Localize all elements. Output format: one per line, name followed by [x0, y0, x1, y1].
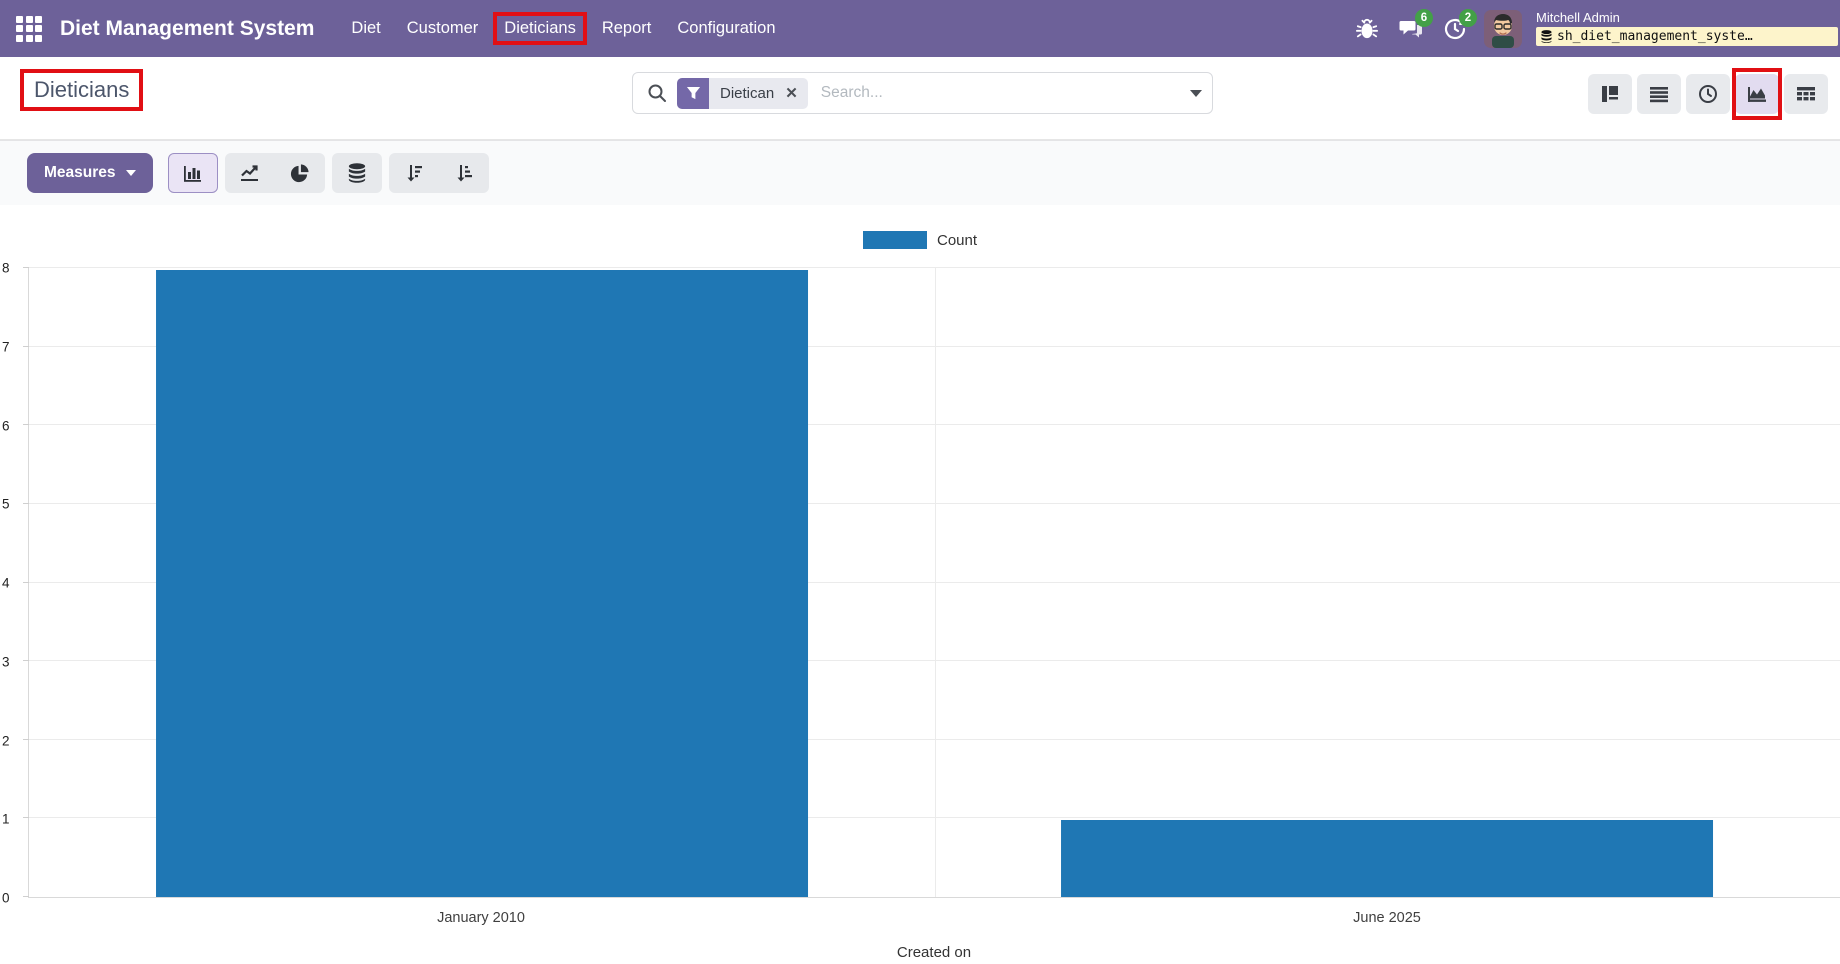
area-chart-icon: [1748, 87, 1766, 102]
plot-area: [23, 267, 1840, 898]
kanban-icon: [1602, 86, 1618, 102]
sort-group: [388, 153, 489, 193]
pivot-table-icon: [1797, 87, 1815, 101]
y-tick-label: 6: [2, 418, 10, 433]
navbar-systray: 6 2 Mitchell Admin: [1352, 8, 1840, 48]
sort-ascending-button[interactable]: [438, 153, 489, 193]
search-bar[interactable]: Dietican ✕: [632, 72, 1213, 114]
facet-remove-icon[interactable]: ✕: [785, 85, 798, 102]
graph-view: Count 0 1 2 3 4 5 6 7 8 January 2010 June 2025 Cr…: [0, 205, 1840, 964]
user-menu[interactable]: Mitchell Admin sh_diet_management_syste…: [1536, 11, 1838, 46]
legend-swatch: [862, 231, 927, 249]
view-graph-button[interactable]: [1732, 68, 1782, 120]
measures-button[interactable]: Measures: [27, 153, 153, 193]
y-tick: [23, 896, 29, 897]
page-title: Dieticians: [34, 77, 130, 102]
view-pivot-button[interactable]: [1784, 74, 1828, 114]
bar-chart-mode-button[interactable]: [167, 153, 218, 193]
messages-count-badge: 6: [1415, 8, 1433, 27]
menu-item-configuration[interactable]: Configuration: [677, 19, 776, 37]
y-tick: [23, 424, 29, 426]
y-tick: [23, 267, 29, 268]
gridline: [29, 267, 1840, 268]
pie-chart-mode-button[interactable]: [274, 153, 325, 193]
user-name: Mitchell Admin: [1536, 10, 1620, 25]
y-tick-label: 2: [2, 733, 10, 748]
y-tick-label: 0: [2, 890, 10, 906]
y-tick: [23, 738, 29, 740]
bar[interactable]: [155, 270, 808, 897]
y-tick-label: 1: [2, 811, 10, 827]
y-tick-label: 3: [2, 654, 10, 670]
list-icon: [1650, 87, 1668, 103]
y-tick: [23, 817, 29, 819]
line-chart-icon: [240, 165, 258, 181]
y-tick-label: 7: [2, 339, 10, 355]
activities-clock-icon[interactable]: 2: [1440, 8, 1477, 44]
view-activity-button[interactable]: [1686, 74, 1730, 114]
debug-bug-icon[interactable]: [1352, 14, 1382, 44]
caret-down-icon: [125, 170, 136, 176]
legend-label: Count: [936, 231, 978, 249]
y-tick-label: 8: [2, 260, 10, 276]
menu-item-report[interactable]: Report: [601, 19, 652, 37]
search-input[interactable]: [820, 84, 1182, 102]
top-navbar: Diet Management System Diet Customer Die…: [0, 0, 1840, 57]
graph-toolbar: Measures: [0, 140, 1840, 205]
search-icon: [647, 83, 667, 103]
bar[interactable]: [1061, 820, 1714, 897]
messages-icon[interactable]: 6: [1396, 8, 1433, 44]
sort-descending-button[interactable]: [388, 153, 439, 193]
y-tick-label: 4: [2, 575, 10, 591]
x-axis-title: Created on: [896, 944, 972, 961]
y-tick: [23, 345, 29, 347]
main-menu: Diet Customer Dieticians Report Configur…: [340, 12, 786, 45]
x-tick-label: June 2025: [1353, 910, 1421, 926]
sort-desc-icon: [407, 165, 422, 182]
breadcrumb[interactable]: Dieticians: [20, 69, 144, 111]
x-tick-label: January 2010: [437, 910, 525, 926]
view-kanban-button[interactable]: [1588, 74, 1632, 114]
line-chart-mode-button[interactable]: [224, 153, 275, 193]
database-badge: sh_diet_management_syste…: [1536, 27, 1838, 46]
search-dropdown-caret-icon[interactable]: [1190, 89, 1202, 97]
facet-label: Dietican: [720, 84, 775, 102]
bar-chart-icon: [183, 166, 201, 182]
user-avatar[interactable]: [1484, 9, 1522, 48]
menu-item-dieticians[interactable]: Dieticians: [493, 12, 587, 45]
activities-count-badge: 2: [1459, 8, 1477, 27]
y-tick: [23, 660, 29, 662]
y-tick: [23, 502, 29, 504]
activity-clock-icon: [1699, 85, 1717, 103]
stacked-mode-button[interactable]: [331, 153, 382, 193]
x-axis-labels: January 2010 June 2025: [28, 910, 1840, 930]
view-switcher: [1588, 68, 1828, 120]
gridline-vertical: [934, 268, 936, 897]
menu-item-customer[interactable]: Customer: [406, 19, 479, 37]
search-facet: Dietican ✕: [677, 77, 808, 109]
database-icon: [1541, 30, 1552, 43]
chart-legend[interactable]: Count: [0, 231, 1840, 249]
app-title[interactable]: Diet Management System: [60, 16, 315, 40]
filter-funnel-icon: [677, 77, 709, 109]
y-tick-label: 5: [2, 496, 10, 512]
pie-chart-icon: [290, 163, 309, 182]
apps-menu-icon[interactable]: [16, 15, 42, 42]
view-list-button[interactable]: [1637, 74, 1681, 114]
stacked-database-icon: [348, 163, 365, 183]
y-tick: [23, 581, 29, 583]
menu-item-diet[interactable]: Diet: [351, 19, 381, 37]
sort-asc-icon: [457, 165, 472, 182]
control-panel: Dieticians Dietican ✕: [0, 57, 1840, 140]
chart-mode-group: [224, 153, 325, 193]
y-axis-labels: 0 1 2 3 4 5 6 7 8: [0, 261, 24, 906]
